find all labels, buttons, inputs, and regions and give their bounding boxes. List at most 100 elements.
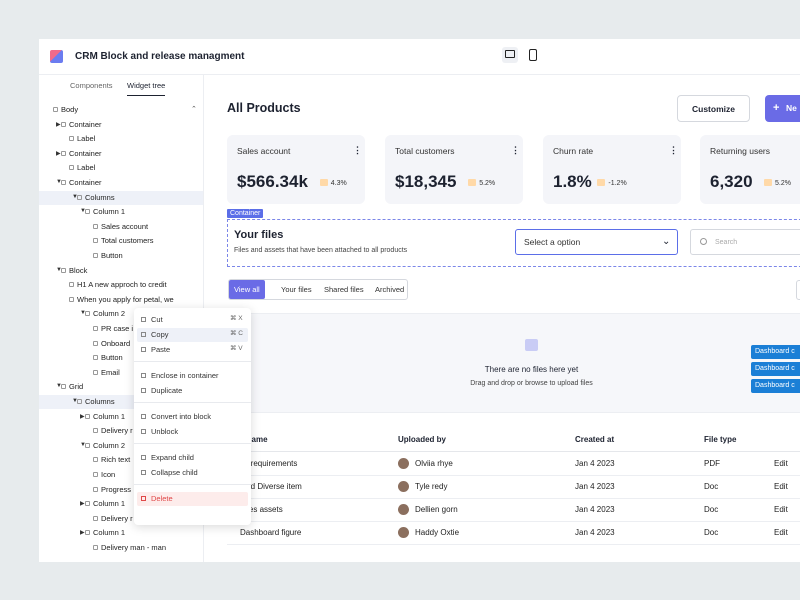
tree-label[interactable]: When you apply for petal, we [77, 294, 174, 304]
menu-item[interactable]: Expand child [151, 453, 194, 462]
table-cell[interactable]: Edit [774, 459, 788, 468]
table-cell[interactable]: Edit [774, 505, 788, 514]
menu-item[interactable]: Unblock [151, 427, 179, 436]
menu-item[interactable]: Cut [151, 315, 163, 324]
tree-label[interactable]: Delivery man - man [101, 543, 167, 552]
menu-icon [141, 332, 146, 337]
menu-item[interactable]: Convert into block [151, 412, 212, 421]
menu-icon [141, 429, 146, 434]
sidebar-tab[interactable]: Widget tree [127, 82, 166, 96]
tree-label[interactable]: Container [69, 178, 102, 187]
tree-label[interactable]: Column 2 [93, 309, 126, 319]
avatar [398, 504, 409, 515]
tree-label[interactable]: Container [69, 148, 102, 158]
file-tab-label: View all [234, 285, 260, 294]
tree-label[interactable]: Onboard [101, 338, 131, 348]
tree-icon [93, 223, 98, 229]
tree-label[interactable]: Column 1 [93, 499, 126, 509]
dashboard-button[interactable]: Dashboard c [751, 379, 800, 393]
table-cell: Jan 4 2023 [575, 505, 615, 514]
sidebar-tab[interactable]: Components [70, 81, 113, 90]
tree-selected [39, 190, 203, 205]
table-cell: Haddy Oxtie [415, 528, 460, 537]
menu-item[interactable]: Duplicate [151, 386, 183, 395]
customize-button[interactable]: Customize [677, 95, 750, 122]
tree-label[interactable]: Body [61, 105, 79, 114]
tree-label[interactable]: Rich text [101, 455, 131, 465]
menu-item[interactable]: Enclose in container [151, 371, 219, 380]
tree-label[interactable]: Column 1 [93, 411, 126, 421]
menu-item[interactable]: Copy [151, 330, 169, 339]
tree-label[interactable]: Label [77, 134, 96, 144]
select[interactable]: Select a option ⌄ [515, 229, 678, 255]
tree-label[interactable]: Column 1 [93, 528, 126, 538]
new-button[interactable]: + Ne [765, 95, 800, 122]
tree-label[interactable]: Delivery r [101, 513, 133, 523]
tree-icon [93, 472, 98, 477]
tree-label[interactable]: Delivery r [101, 426, 133, 436]
empty-title: There are no files here yet [484, 365, 579, 374]
menu-icon [141, 496, 146, 501]
file-tab[interactable]: Shared files [319, 280, 369, 299]
menu-item[interactable]: Delete [151, 494, 173, 503]
filter-button[interactable] [796, 280, 800, 300]
tree-label[interactable]: Container [69, 119, 102, 129]
table-cell: Olviia rhye [415, 459, 453, 468]
search[interactable]: Search [690, 229, 800, 255]
tree-icon [93, 545, 98, 550]
card-change: -1.2% [608, 180, 627, 187]
tree-icon [93, 238, 98, 244]
tree-label[interactable]: Sales account [101, 221, 149, 231]
tree-label[interactable]: H1 A new approch to credit [77, 280, 167, 290]
table-header: File type [704, 435, 737, 444]
card-value: $18,345 [395, 172, 457, 191]
phone-icon[interactable] [529, 49, 537, 61]
dashboard-button[interactable]: Dashboard c [751, 345, 800, 359]
menu-item[interactable]: Collapse child [151, 468, 198, 477]
tree-toggle: ▶ [80, 530, 85, 537]
dashboard-label: Dashboard c [755, 382, 795, 389]
table-cell[interactable]: Edit [774, 528, 788, 537]
tree-toggle: ▼ [80, 441, 86, 448]
tree-label[interactable]: Columns [85, 397, 115, 406]
upload-area [204, 313, 800, 413]
menu-separator [134, 402, 251, 403]
file-tab[interactable]: View all [229, 280, 265, 299]
file-tab[interactable]: Archived [370, 280, 409, 299]
tree-label[interactable]: Button [101, 251, 123, 260]
menu-item[interactable]: Paste [151, 345, 171, 354]
tree-label[interactable]: Columns [85, 192, 115, 202]
table-cell: Jan 4 2023 [575, 459, 615, 468]
menu-icon [141, 470, 146, 475]
tree-label[interactable]: PR case i [101, 324, 134, 333]
dashboard-button[interactable]: Dashboard c [751, 362, 800, 376]
tree-icon [85, 442, 90, 448]
tree-label[interactable]: Grid [69, 382, 84, 392]
page-title: All Products [227, 101, 301, 115]
plus: + [773, 102, 780, 114]
tree-label[interactable]: Block [69, 265, 88, 275]
tree-icon [69, 282, 74, 288]
tree-icon [61, 121, 66, 127]
tree-label[interactable]: Label [77, 163, 96, 173]
menu-icon [141, 317, 146, 322]
card-menu: ⋮ [669, 145, 678, 155]
tree-label[interactable]: Icon [101, 470, 116, 479]
tree-label[interactable]: Column 1 [93, 207, 126, 217]
tree-label[interactable]: Button [101, 353, 123, 363]
tree-label[interactable]: Column 2 [93, 440, 126, 450]
logo [50, 50, 63, 63]
tree-toggle: ▶ [80, 501, 85, 508]
tree-label[interactable]: Progress [101, 484, 132, 494]
table-line [227, 451, 800, 452]
tree-label[interactable]: Email [101, 367, 120, 377]
top-bar [39, 39, 800, 75]
tab-group [228, 279, 408, 300]
tree-label[interactable]: Total customers [101, 236, 154, 246]
dashboard-label: Dashboard c [755, 348, 795, 355]
menu-icon [141, 388, 146, 393]
tree-icon [61, 180, 66, 185]
file-tab[interactable]: Your files [276, 280, 317, 299]
table-cell: ages assets [240, 505, 283, 514]
table-cell[interactable]: Edit [774, 482, 788, 491]
